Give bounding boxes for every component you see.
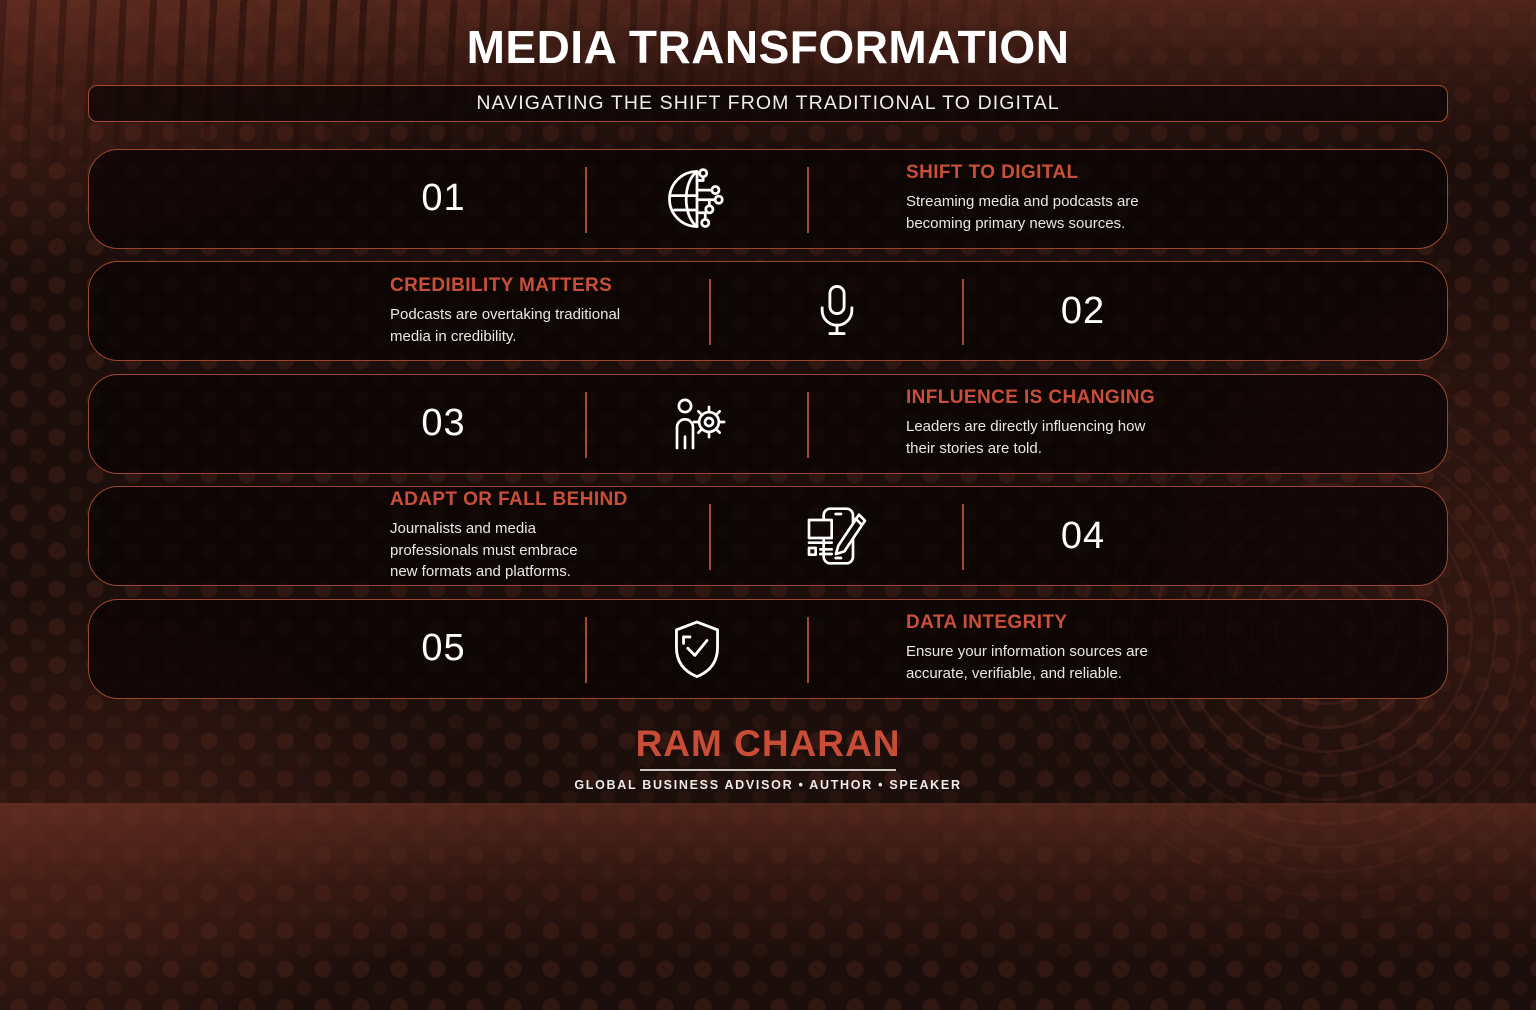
step-card-03: 03 INFLUENCE I xyxy=(88,373,1448,474)
step-number: 04 xyxy=(1060,514,1106,557)
brand-name: RAM CHARAN xyxy=(635,722,901,764)
step-icon-cell xyxy=(709,487,964,585)
step-heading: ADAPT OR FALL BEHIND xyxy=(390,488,628,510)
step-description: Podcasts are overtaking traditional medi… xyxy=(390,305,621,345)
step-description: Ensure your information sources are accu… xyxy=(906,643,1148,683)
step-number: 02 xyxy=(1060,289,1106,332)
step-description: Journalists and media professionals must… xyxy=(390,519,578,581)
step-description: Leaders are directly influencing how the… xyxy=(906,418,1146,458)
page-title: MEDIA TRANSFORMATION xyxy=(466,21,1070,73)
step-text-block: SHIFT TO DIGITAL Streaming media and pod… xyxy=(808,150,1447,248)
step-text-block: DATA INTEGRITY Ensure your information s… xyxy=(808,600,1447,698)
step-heading: INFLUENCE IS CHANGING xyxy=(906,387,1156,409)
step-card-05: 05 DATA INTEGRITY Ensure your informatio… xyxy=(88,598,1448,699)
step-card-01: 01 xyxy=(88,148,1448,249)
step-heading: SHIFT TO DIGITAL xyxy=(906,162,1079,184)
person-gear-icon xyxy=(665,392,729,456)
step-text-block: CREDIBILITY MATTERS Podcasts are overtak… xyxy=(89,262,710,360)
brand-divider xyxy=(640,768,896,771)
steps-list: 01 xyxy=(88,148,1448,699)
subtitle-text: NAVIGATING THE SHIFT FROM TRADITIONAL TO… xyxy=(476,91,1060,114)
step-heading: DATA INTEGRITY xyxy=(906,612,1068,634)
subtitle-banner: NAVIGATING THE SHIFT FROM TRADITIONAL TO… xyxy=(88,84,1448,122)
step-card-02: CREDIBILITY MATTERS Podcasts are overtak… xyxy=(88,261,1448,362)
step-card-04: ADAPT OR FALL BEHIND Journalists and med… xyxy=(88,486,1448,587)
step-icon-cell xyxy=(709,262,964,360)
step-description: Streaming media and podcasts are becomin… xyxy=(906,193,1139,233)
step-number: 05 xyxy=(421,627,466,670)
step-icon-cell xyxy=(585,375,809,473)
step-number: 03 xyxy=(421,402,466,445)
shield-check-icon xyxy=(663,615,731,683)
microphone-icon xyxy=(806,280,868,342)
brand-tagline: GLOBAL BUSINESS ADVISOR • AUTHOR • SPEAK… xyxy=(574,777,962,792)
step-icon-cell xyxy=(585,600,809,698)
step-text-block: ADAPT OR FALL BEHIND Journalists and med… xyxy=(89,487,710,585)
globe-network-icon xyxy=(664,166,730,232)
device-pencil-icon xyxy=(805,504,869,568)
step-number: 01 xyxy=(421,177,466,220)
footer: RAM CHARAN GLOBAL BUSINESS ADVISOR • AUT… xyxy=(0,725,1536,792)
step-text-block: INFLUENCE IS CHANGING Leaders are direct… xyxy=(808,375,1447,473)
infographic: MEDIA TRANSFORMATION NAVIGATING THE SHIF… xyxy=(0,21,1536,792)
step-icon-cell xyxy=(585,150,809,248)
step-heading: CREDIBILITY MATTERS xyxy=(390,274,613,296)
